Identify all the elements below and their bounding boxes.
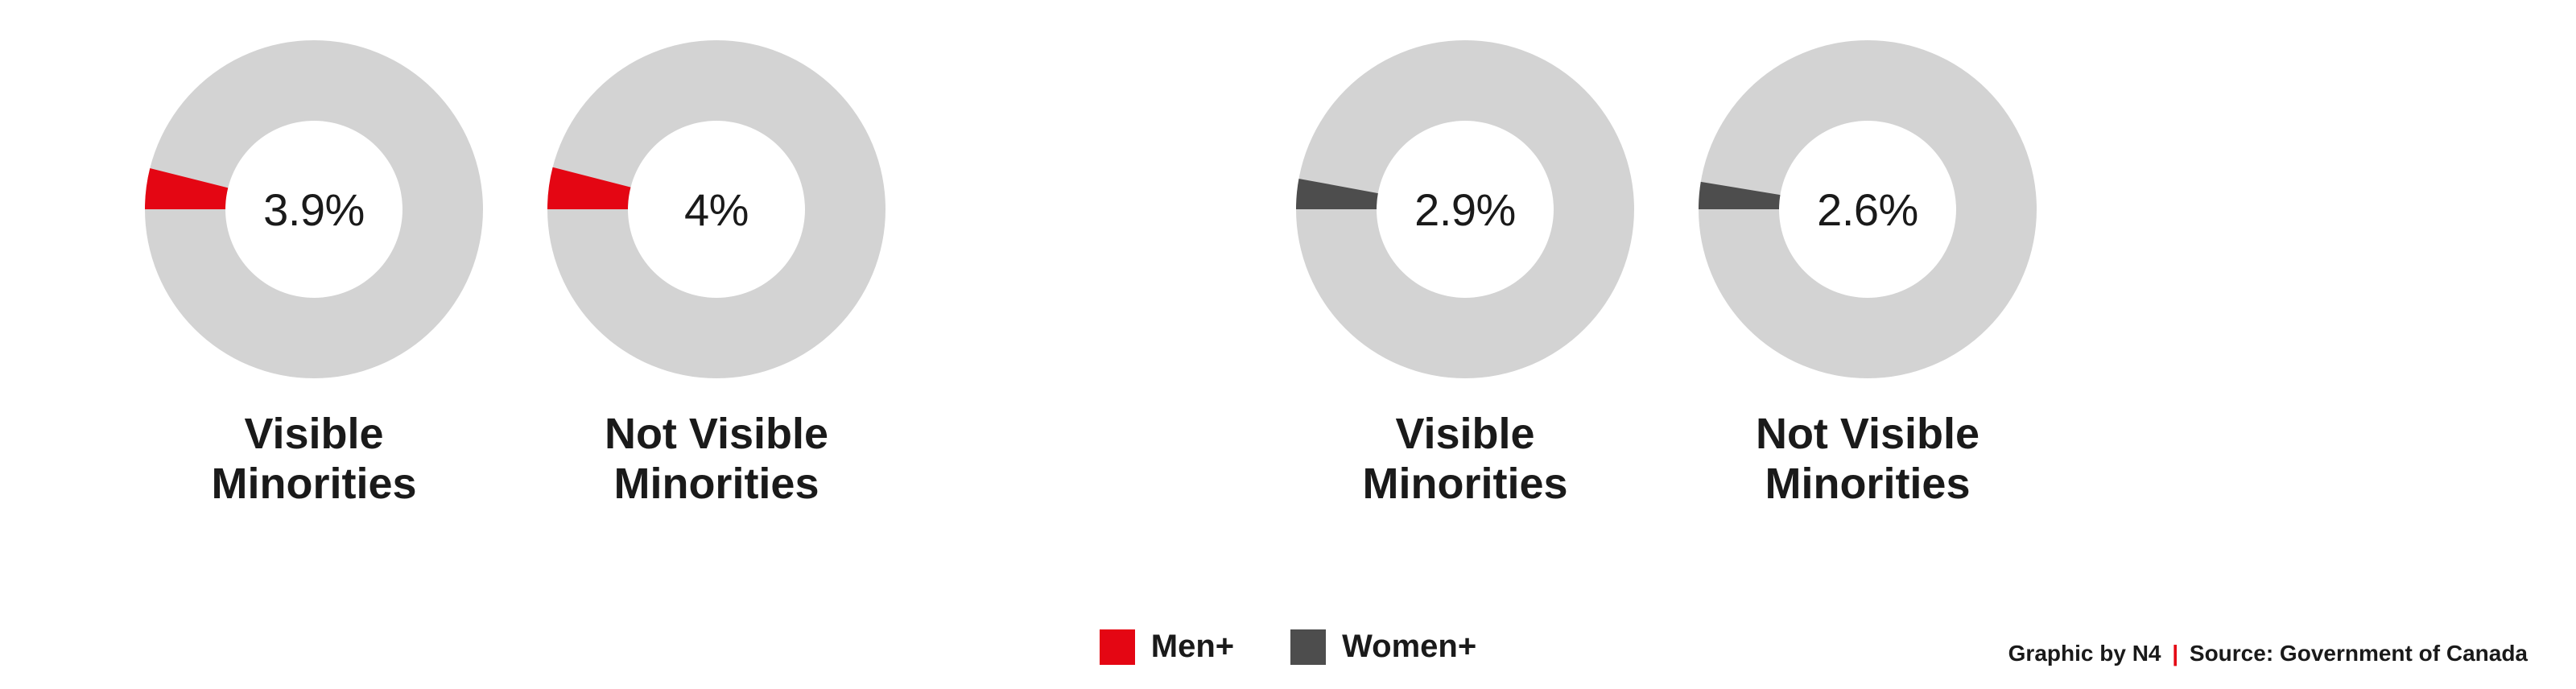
legend-swatch [1100,629,1135,665]
donut-men-visible: 3.9% Visible Minorities [137,32,491,509]
legend-label: Men+ [1151,629,1234,665]
caption-line2: Minorities [211,460,416,508]
donut-wrap: 3.9% [137,32,491,386]
caption-line2: Minorities [613,460,819,508]
donut-center-value: 2.9% [1288,32,1642,386]
credit-separator: | [2167,641,2183,666]
caption-line2: Minorities [1765,460,1970,508]
caption-line1: Visible [1395,410,1534,458]
donut-men-not-visible: 4% Not Visible Minorities [539,32,894,509]
legend-item-women: Women+ [1290,629,1476,665]
donut-center-value: 2.6% [1690,32,2045,386]
legend-item-men: Men+ [1100,629,1234,665]
group-women: 2.9% Visible Minorities 2.6% Not Visible… [1288,32,2045,509]
donut-caption: Visible Minorities [211,409,416,509]
caption-line1: Not Visible [605,410,828,458]
donut-women-visible: 2.9% Visible Minorities [1288,32,1642,509]
legend-swatch [1290,629,1326,665]
donut-wrap: 2.9% [1288,32,1642,386]
caption-line2: Minorities [1362,460,1567,508]
group-men: 3.9% Visible Minorities 4% Not Visible M… [137,32,894,509]
legend-label: Women+ [1342,629,1476,665]
charts-row: 3.9% Visible Minorities 4% Not Visible M… [0,32,2576,509]
donut-wrap: 2.6% [1690,32,2045,386]
credit-suffix: Source: Government of Canada [2190,641,2528,666]
group-gap [894,32,1288,509]
chart-canvas: 3.9% Visible Minorities 4% Not Visible M… [0,0,2576,689]
donut-center-value: 4% [539,32,894,386]
caption-line1: Not Visible [1756,410,1979,458]
donut-caption: Not Visible Minorities [605,409,828,509]
credit-line: Graphic by N4 | Source: Government of Ca… [2008,641,2528,666]
donut-women-not-visible: 2.6% Not Visible Minorities [1690,32,2045,509]
caption-line1: Visible [244,410,383,458]
donut-caption: Not Visible Minorities [1756,409,1979,509]
donut-caption: Visible Minorities [1362,409,1567,509]
credit-prefix: Graphic by N4 [2008,641,2161,666]
donut-center-value: 3.9% [137,32,491,386]
donut-wrap: 4% [539,32,894,386]
